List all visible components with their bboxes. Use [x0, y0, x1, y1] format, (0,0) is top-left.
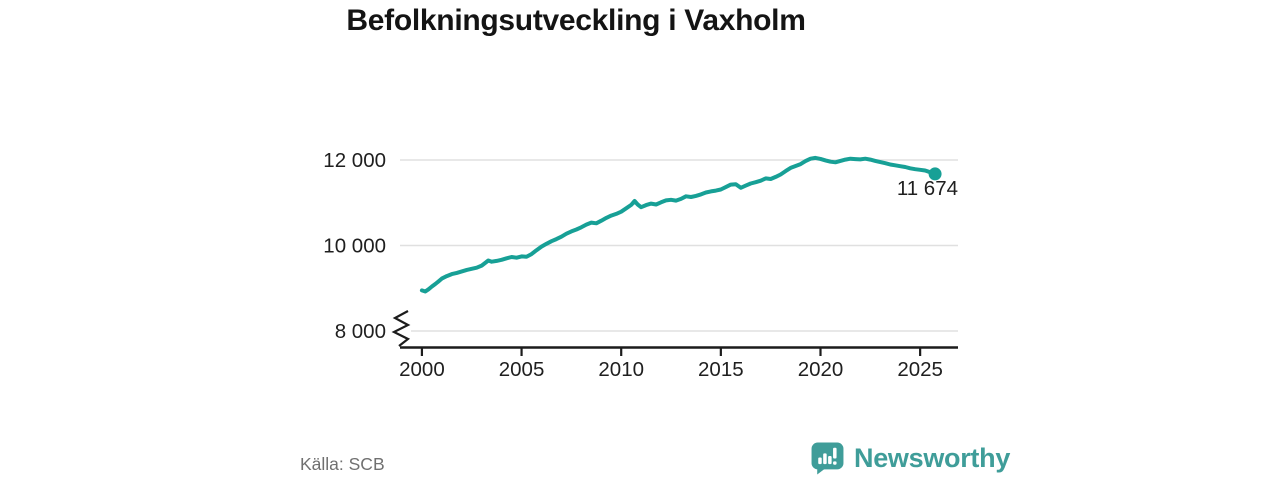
x-axis-tick-label: 2020	[798, 358, 844, 381]
population-series-line	[419, 155, 938, 294]
endpoint-value-label: 11 674	[897, 177, 958, 200]
source-caption: Källa: SCB	[300, 454, 385, 474]
x-axis-tick-label: 2005	[499, 358, 545, 381]
y-axis-tick-label: 12 000	[323, 149, 386, 172]
y-axis-tick-label: 8 000	[335, 320, 386, 343]
x-axis-tick-label: 2000	[399, 358, 445, 381]
chart-title: Befolkningsutveckling i Vaxholm	[346, 4, 806, 37]
y-axis-break-icon	[391, 310, 411, 347]
series-endpoint-dot	[928, 167, 942, 181]
y-axis-tick-label: 10 000	[323, 235, 386, 258]
x-axis-tick-label: 2025	[897, 358, 943, 381]
newsworthy-logo-text: Newsworthy	[854, 442, 1011, 473]
x-axis-tick-label: 2015	[698, 358, 744, 381]
population-line-chart: 8 000 10 000 12 000 2000 2005 2010 2015 2020 202…	[323, 149, 958, 381]
newsworthy-speech-bubble-chart-icon	[811, 442, 844, 475]
x-axis-tick-label: 2010	[598, 358, 644, 381]
newsworthy-logo: Newsworthy	[810, 441, 1010, 475]
